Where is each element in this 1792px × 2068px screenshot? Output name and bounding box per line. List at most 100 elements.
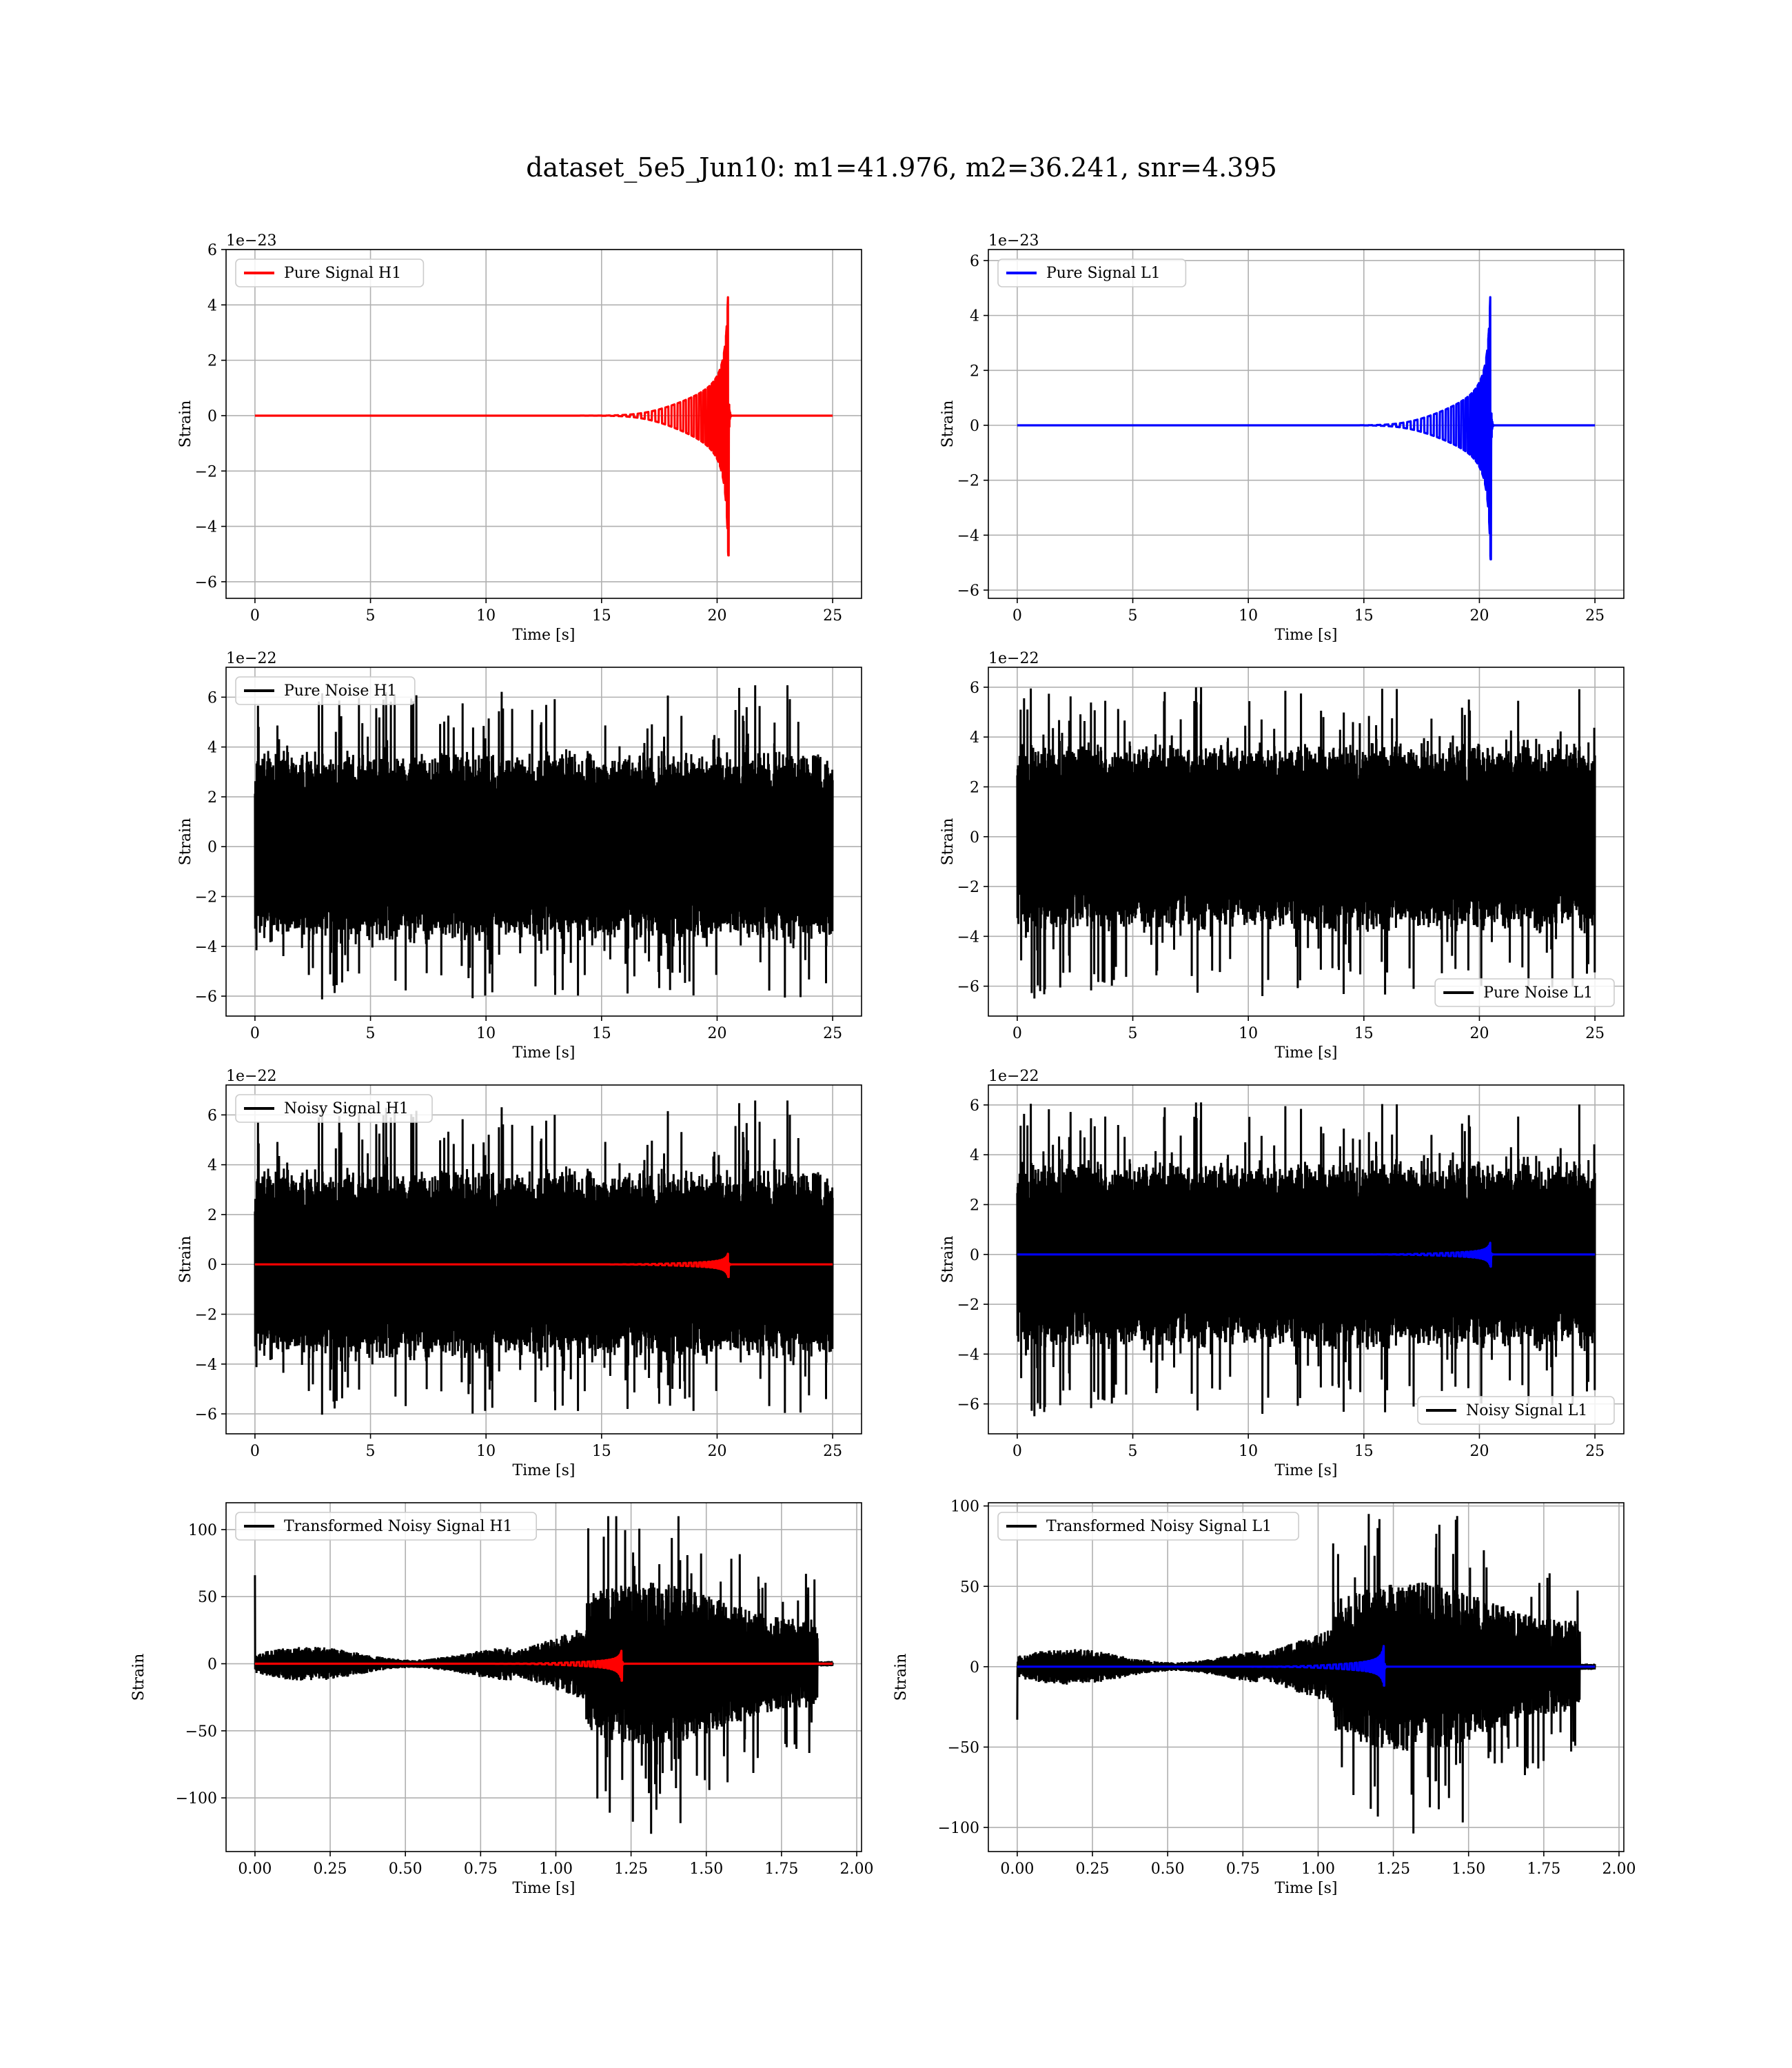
x-tick-label: 1.75 <box>1527 1861 1560 1878</box>
legend-label: Transformed Noisy Signal L1 <box>1046 1518 1272 1535</box>
y-tick-label: −50 <box>948 1739 979 1756</box>
series-line-0 <box>1016 296 1596 561</box>
x-tick-label: 10 <box>476 1025 496 1042</box>
x-tick-label: 10 <box>1239 1443 1258 1460</box>
series-layer <box>254 1516 834 1834</box>
x-tick-label: 1.00 <box>1301 1861 1335 1878</box>
legend-box <box>235 676 416 705</box>
legend: Noisy Signal L1 <box>1417 1396 1615 1425</box>
x-tick-label: 0 <box>1012 607 1022 625</box>
y-tick-label: −6 <box>957 979 979 996</box>
axes-frame <box>988 667 1625 1017</box>
legend: Pure Noise L1 <box>1434 978 1615 1007</box>
y-tick-label: 0 <box>207 1656 217 1674</box>
x-axis-label: Time [s] <box>512 1044 575 1062</box>
legend-label: Pure Signal H1 <box>284 265 401 282</box>
y-tick-label: 2 <box>207 1207 217 1224</box>
x-tick-label: 15 <box>1354 1443 1374 1460</box>
axes-frame <box>225 667 862 1017</box>
axes-frame <box>225 1502 862 1852</box>
x-tick-label: 10 <box>476 1443 496 1460</box>
legend-box <box>997 258 1187 287</box>
y-tick-label: −2 <box>195 1307 217 1324</box>
y-axis-label: Strain <box>177 1236 194 1284</box>
axis-offset-text: 1e−22 <box>226 650 276 667</box>
y-tick-label: 4 <box>207 1157 217 1175</box>
x-tick-label: 20 <box>1469 1025 1489 1042</box>
x-tick-label: 1.25 <box>1376 1861 1410 1878</box>
panel-h1-noisy: 0 5 10 15 20 25 −6 −4 −2 0 2 4 6 Time [s] Strain 1e−22 N… <box>177 1068 862 1479</box>
figure-title: dataset_5e5_Jun10: m1=41.976, m2=36.241,… <box>526 152 1277 183</box>
x-tick-label: 0.50 <box>1151 1861 1185 1878</box>
legend-label: Noisy Signal H1 <box>284 1100 409 1117</box>
axes-frame <box>225 1084 862 1435</box>
axes-frame <box>225 249 862 599</box>
legend: Pure Signal H1 <box>235 258 425 287</box>
axis-offset-text: 1e−22 <box>988 1068 1039 1085</box>
x-tick-label: 5 <box>1128 1443 1138 1460</box>
legend-label: Pure Noise L1 <box>1483 984 1593 1002</box>
axis-offset-text: 1e−23 <box>226 232 276 250</box>
x-tick-label: 0 <box>1012 1443 1022 1460</box>
y-tick-label: −2 <box>957 879 979 896</box>
panel-h1-noise: 0 5 10 15 20 25 −6 −4 −2 0 2 4 6 Time [s] Strain 1e−22 P… <box>177 650 862 1062</box>
y-tick-label: 0 <box>207 408 217 425</box>
axes-frame <box>988 249 1625 599</box>
x-tick-label: 5 <box>366 1443 376 1460</box>
x-tick-label: 2.00 <box>1602 1861 1636 1878</box>
y-tick-label: 6 <box>207 242 217 259</box>
series-layer <box>1016 296 1596 561</box>
series-line-0 <box>254 1516 834 1834</box>
legend: Pure Noise H1 <box>235 676 416 705</box>
legend: Pure Signal L1 <box>997 258 1187 287</box>
series-line-1 <box>1016 1241 1596 1268</box>
y-tick-label: 50 <box>960 1579 979 1596</box>
tick-marks <box>221 1529 857 1856</box>
x-tick-label: 2.00 <box>840 1861 874 1878</box>
legend-label: Noisy Signal L1 <box>1466 1402 1587 1419</box>
legend-box <box>235 1512 538 1541</box>
legend-box <box>235 1094 433 1123</box>
series-line-0 <box>1016 1102 1596 1417</box>
y-tick-label: −4 <box>195 939 217 956</box>
y-tick-label: 2 <box>970 779 979 796</box>
x-tick-label: 15 <box>592 607 611 625</box>
series-layer <box>254 1100 834 1415</box>
x-axis-label: Time [s] <box>1274 1462 1337 1479</box>
panel-l1-noisy: 0 5 10 15 20 25 −6 −4 −2 0 2 4 6 Time [s] Strain 1e−22 N… <box>939 1068 1625 1479</box>
x-tick-label: 0.25 <box>1076 1861 1110 1878</box>
plot-area <box>226 250 862 598</box>
y-tick-label: −2 <box>195 889 217 906</box>
y-tick-label: −100 <box>938 1820 979 1837</box>
x-tick-label: 5 <box>1128 1025 1138 1042</box>
y-tick-label: 0 <box>207 1257 217 1274</box>
x-tick-label: 1.50 <box>689 1861 723 1878</box>
panel-h1-transformed: 0.00 0.25 0.50 0.75 1.00 1.25 1.50 1.75 2.00 −100… <box>130 1502 874 1897</box>
legend-box <box>235 258 425 287</box>
x-tick-label: 15 <box>1354 607 1374 625</box>
y-tick-label: 4 <box>970 308 979 325</box>
y-tick-label: 6 <box>970 680 979 697</box>
legend: Transformed Noisy Signal H1 <box>235 1512 538 1541</box>
legend-label: Transformed Noisy Signal H1 <box>284 1518 513 1535</box>
x-tick-label: 0 <box>250 1025 260 1042</box>
legend: Transformed Noisy Signal L1 <box>997 1512 1300 1541</box>
axis-offset-text: 1e−22 <box>988 650 1039 667</box>
x-tick-label: 20 <box>1469 607 1489 625</box>
series-line-1 <box>1016 1645 1596 1687</box>
x-tick-label: 10 <box>1239 1025 1258 1042</box>
x-tick-label: 1.75 <box>764 1861 798 1878</box>
y-axis-label: Strain <box>177 818 194 866</box>
x-tick-label: 5 <box>366 1025 376 1042</box>
series-line-0 <box>254 685 834 1000</box>
x-tick-label: 25 <box>1585 607 1605 625</box>
x-tick-label: 15 <box>592 1025 611 1042</box>
legend-label: Pure Signal L1 <box>1046 265 1161 282</box>
x-tick-label: 10 <box>476 607 496 625</box>
y-tick-label: 100 <box>950 1499 979 1516</box>
y-tick-label: −100 <box>176 1790 217 1807</box>
plot-area <box>988 250 1624 598</box>
x-tick-label: 0 <box>1012 1025 1022 1042</box>
